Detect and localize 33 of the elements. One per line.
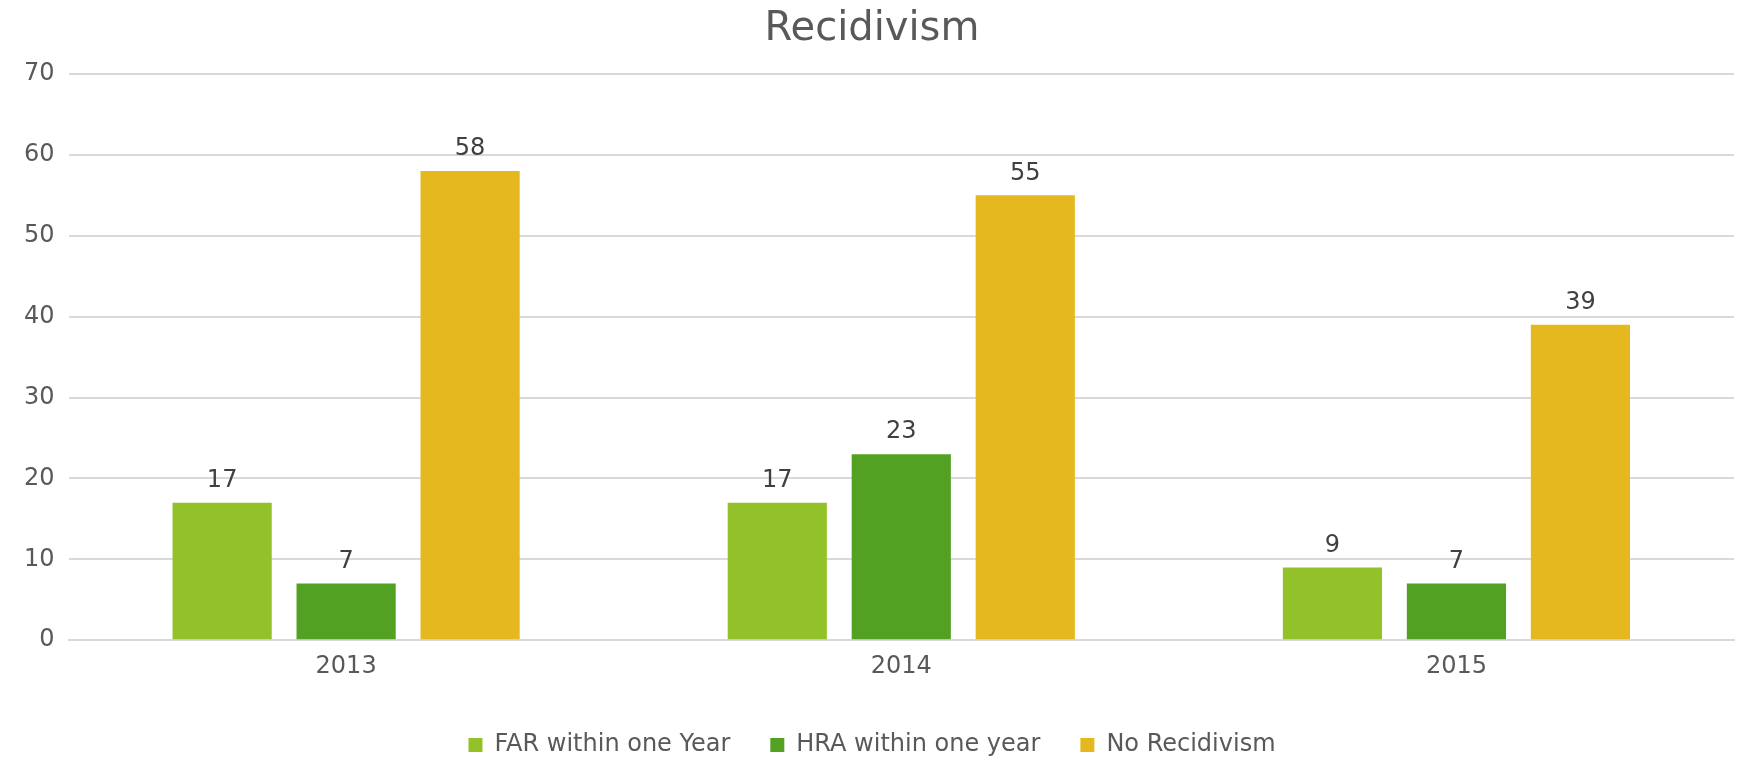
data-label: 17 <box>206 464 238 493</box>
y-tick-label: 30 <box>23 381 55 410</box>
data-label: 7 <box>338 545 354 574</box>
bar <box>420 171 520 640</box>
data-label: 7 <box>1448 545 1465 574</box>
data-label: 55 <box>1009 157 1041 186</box>
y-tick-label: 70 <box>23 58 55 87</box>
bar <box>1530 324 1630 640</box>
bar <box>296 583 396 640</box>
y-tick-label: 20 <box>23 462 55 491</box>
bar <box>975 195 1075 640</box>
bar <box>727 502 827 640</box>
bar <box>1282 567 1383 640</box>
y-tick-label: 0 <box>39 624 55 653</box>
data-label: 23 <box>886 416 917 445</box>
x-tick-label: 2013 <box>315 650 377 679</box>
chart-title: Recidivism <box>764 3 980 50</box>
bar <box>172 502 272 640</box>
bar <box>851 454 951 640</box>
x-tick-label: 2015 <box>1425 650 1487 679</box>
legend-label: No Recidivism <box>1106 729 1276 758</box>
data-label: 39 <box>1565 286 1596 315</box>
data-label: 17 <box>762 464 793 493</box>
y-tick-label: 60 <box>23 139 55 168</box>
y-tick-label: 10 <box>23 543 55 572</box>
data-label: 58 <box>454 133 486 162</box>
y-tick-label: 50 <box>23 220 55 249</box>
data-label: 9 <box>1324 529 1341 558</box>
legend-label: FAR within one Year <box>494 729 731 758</box>
y-tick-label: 40 <box>23 300 55 329</box>
bar <box>1406 583 1507 640</box>
legend-label: HRA within one year <box>796 729 1041 758</box>
x-tick-label: 2014 <box>870 650 932 679</box>
